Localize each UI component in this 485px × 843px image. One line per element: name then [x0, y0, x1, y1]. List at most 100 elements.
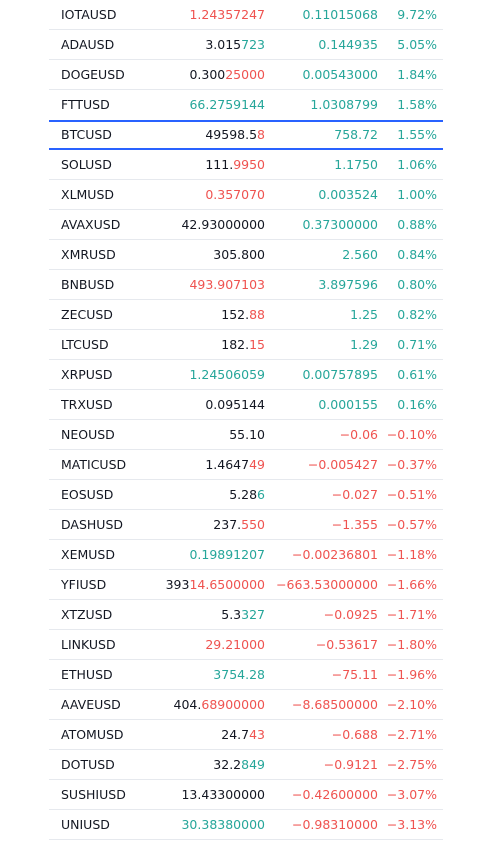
symbol-label: TRXUSD — [61, 397, 113, 412]
last-price-changed-part: 15 — [249, 337, 265, 352]
change-value: −663.53000000 — [276, 577, 378, 592]
watchlist-row-btcusd[interactable]: BTCUSD 49598.58 758.72 1.55% — [49, 120, 443, 150]
change-percent: 0.16% — [397, 397, 437, 412]
symbol-label: YFIUSD — [61, 577, 107, 592]
watchlist-row-ethusd[interactable]: ETHUSD 3754.28 −75.11 −1.96% — [49, 660, 443, 690]
last-price-changed-part: 849 — [241, 757, 265, 772]
change-value: 1.0308799 — [310, 97, 378, 112]
symbol-label: BNBUSD — [61, 277, 115, 292]
change-percent: 1.55% — [397, 127, 437, 142]
change-percent: 9.72% — [397, 7, 437, 22]
change-value: 1.25 — [350, 307, 378, 322]
change-value: −0.0925 — [323, 607, 378, 622]
last-price: 24.743 — [155, 720, 265, 749]
last-price: 5.286 — [155, 480, 265, 509]
watchlist-row-adausd[interactable]: ADAUSD 3.015723 0.144935 5.05% — [49, 30, 443, 60]
watchlist-row-dogeusd[interactable]: DOGEUSD 0.30025000 0.00543000 1.84% — [49, 60, 443, 90]
change-value: −0.42600000 — [291, 787, 378, 802]
last-price-changed-part: 6 — [257, 487, 265, 502]
last-price-changed-part: 14.6500000 — [189, 577, 265, 592]
symbol-label: XLMUSD — [61, 187, 115, 202]
change-value: 2.560 — [342, 247, 378, 262]
watchlist-row-maticusd[interactable]: MATICUSD 1.464749 −0.005427 −0.37% — [49, 450, 443, 480]
change-percent: 0.82% — [397, 307, 437, 322]
symbol-label: LINKUSD — [61, 637, 116, 652]
last-price-stable-part: 182. — [221, 337, 250, 352]
symbol-label: AVAXUSD — [61, 217, 121, 232]
last-price: 305.800 — [155, 240, 265, 269]
watchlist-row-xlmusd[interactable]: XLMUSD 0.357070 0.003524 1.00% — [49, 180, 443, 210]
watchlist-row-xmrusd[interactable]: XMRUSD 305.800 2.560 0.84% — [49, 240, 443, 270]
symbol-label: ETHUSD — [61, 667, 113, 682]
last-price-stable-part: 24.7 — [221, 727, 250, 742]
last-price: 237.550 — [155, 510, 265, 539]
last-price-changed-part: 493.907103 — [189, 277, 265, 292]
symbol-label: UNIUSD — [61, 817, 110, 832]
change-percent: −2.10% — [386, 697, 437, 712]
watchlist-row-bnbusd[interactable]: BNBUSD 493.907103 3.897596 0.80% — [49, 270, 443, 300]
last-price-changed-part: 88 — [249, 307, 265, 322]
watchlist-row-dashusd[interactable]: DASHUSD 237.550 −1.355 −0.57% — [49, 510, 443, 540]
watchlist-row-avaxusd[interactable]: AVAXUSD 42.93000000 0.37300000 0.88% — [49, 210, 443, 240]
last-price: 0.357070 — [155, 180, 265, 209]
watchlist-row-yfiusd[interactable]: YFIUSD 39314.6500000 −663.53000000 −1.66% — [49, 570, 443, 600]
change-value: −0.53617 — [315, 637, 378, 652]
change-value: 0.144935 — [318, 37, 378, 52]
last-price-stable-part: 305.800 — [213, 247, 265, 262]
change-value: 0.11015068 — [302, 7, 378, 22]
watchlist-row-solusd[interactable]: SOLUSD 111.9950 1.1750 1.06% — [49, 150, 443, 180]
last-price-stable-part: 152. — [221, 307, 250, 322]
watchlist-row-dotusd[interactable]: DOTUSD 32.2849 −0.9121 −2.75% — [49, 750, 443, 780]
change-percent: −2.71% — [386, 727, 437, 742]
last-price-stable-part: 404. — [173, 697, 202, 712]
change-value: 3.897596 — [318, 277, 378, 292]
change-value: −8.68500000 — [291, 697, 378, 712]
watchlist-row-xtzusd[interactable]: XTZUSD 5.3327 −0.0925 −1.71% — [49, 600, 443, 630]
last-price: 3.015723 — [155, 30, 265, 59]
last-price: 1.24506059 — [155, 360, 265, 389]
watchlist-row-atomusd[interactable]: ATOMUSD 24.743 −0.688 −2.71% — [49, 720, 443, 750]
watchlist-row-iotausd[interactable]: IOTAUSD 1.24357247 0.11015068 9.72% — [49, 0, 443, 30]
symbol-label: DASHUSD — [61, 517, 123, 532]
last-price-changed-part: 0.357070 — [205, 187, 265, 202]
symbol-label: DOGEUSD — [61, 67, 125, 82]
change-percent: −1.96% — [386, 667, 437, 682]
watchlist-row-zecusd[interactable]: ZECUSD 152.88 1.25 0.82% — [49, 300, 443, 330]
last-price-changed-part: 550 — [241, 517, 265, 532]
last-price-changed-part: 25000 — [225, 67, 265, 82]
symbol-label: SOLUSD — [61, 157, 112, 172]
change-percent: 0.71% — [397, 337, 437, 352]
last-price-changed-part: 1.24357247 — [189, 7, 265, 22]
change-percent: 1.06% — [397, 157, 437, 172]
last-price: 39314.6500000 — [155, 570, 265, 599]
watchlist-row-eosusd[interactable]: EOSUSD 5.286 −0.027 −0.51% — [49, 480, 443, 510]
change-value: −0.027 — [331, 487, 378, 502]
last-price-changed-part: 49 — [249, 457, 265, 472]
watchlist-row-fttusd[interactable]: FTTUSD 66.2759144 1.0308799 1.58% — [49, 90, 443, 120]
watchlist-row-xemusd[interactable]: XEMUSD 0.19891207 −0.00236801 −1.18% — [49, 540, 443, 570]
watchlist-row-linkusd[interactable]: LINKUSD 29.21000 −0.53617 −1.80% — [49, 630, 443, 660]
watchlist-row-neousd[interactable]: NEOUSD 55.10 −0.06 −0.10% — [49, 420, 443, 450]
last-price: 111.9950 — [155, 150, 265, 179]
last-price: 152.88 — [155, 300, 265, 329]
last-price-stable-part: 1.4647 — [205, 457, 250, 472]
last-price: 1.464749 — [155, 450, 265, 479]
change-value: −0.688 — [331, 727, 378, 742]
change-percent: −3.13% — [386, 817, 437, 832]
watchlist-row-xrpusd[interactable]: XRPUSD 1.24506059 0.00757895 0.61% — [49, 360, 443, 390]
symbol-label: IOTAUSD — [61, 7, 117, 22]
last-price-stable-part: 0.095144 — [205, 397, 265, 412]
watchlist-row-aaveusd[interactable]: AAVEUSD 404.68900000 −8.68500000 −2.10% — [49, 690, 443, 720]
watchlist-row-sushiusd[interactable]: SUSHIUSD 13.43300000 −0.42600000 −3.07% — [49, 780, 443, 810]
change-percent: 0.80% — [397, 277, 437, 292]
change-value: −75.11 — [331, 667, 378, 682]
change-percent: −1.80% — [386, 637, 437, 652]
last-price: 182.15 — [155, 330, 265, 359]
symbol-label: ADAUSD — [61, 37, 115, 52]
change-value: 0.00543000 — [302, 67, 378, 82]
change-value: −1.355 — [331, 517, 378, 532]
watchlist-row-trxusd[interactable]: TRXUSD 0.095144 0.000155 0.16% — [49, 390, 443, 420]
watchlist-row-ltcusd[interactable]: LTCUSD 182.15 1.29 0.71% — [49, 330, 443, 360]
watchlist-row-uniusd[interactable]: UNIUSD 30.38380000 −0.98310000 −3.13% — [49, 810, 443, 840]
last-price: 49598.58 — [155, 122, 265, 148]
